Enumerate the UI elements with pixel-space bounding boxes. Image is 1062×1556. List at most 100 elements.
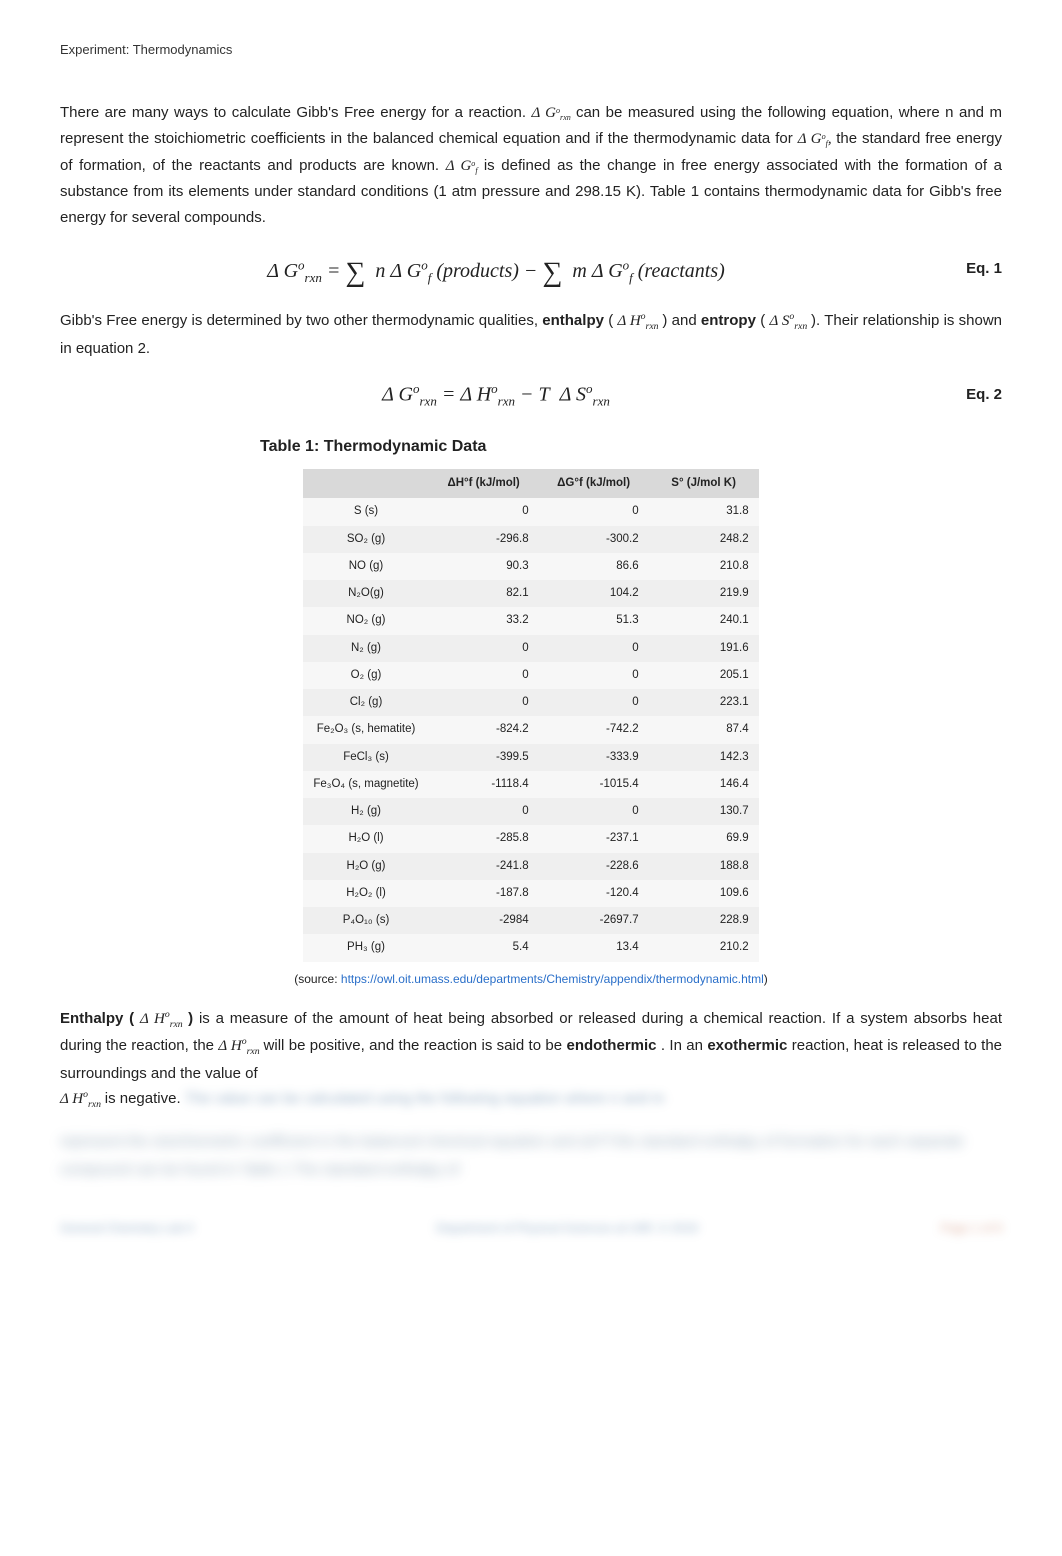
thermo-data-table: ΔH°f (kJ/mol)ΔG°f (kJ/mol)S° (J/mol K) S… <box>303 469 758 962</box>
term-endothermic: endothermic <box>566 1037 656 1054</box>
table-cell: 0 <box>539 798 649 825</box>
table-row: SO₂ (g)-296.8-300.2248.2 <box>303 526 758 553</box>
table-cell: -2697.7 <box>539 907 649 934</box>
math-dHrxn: Δ Horxn <box>617 313 662 329</box>
table-header: ΔG°f (kJ/mol) <box>539 469 649 498</box>
table-cell: 51.3 <box>539 607 649 634</box>
table-header <box>303 469 428 498</box>
table-cell: 205.1 <box>649 662 759 689</box>
table-cell: -333.9 <box>539 744 649 771</box>
table-cell: 109.6 <box>649 880 759 907</box>
text: ) <box>188 1010 199 1027</box>
table-cell: Fe₃O₄ (s, magnetite) <box>303 771 428 798</box>
source-link[interactable]: https://owl.oit.umass.edu/departments/Ch… <box>341 972 764 986</box>
table-cell: FeCl₃ (s) <box>303 744 428 771</box>
table-cell: H₂O (g) <box>303 853 428 880</box>
math-dGf-2: Δ Gof <box>446 158 484 174</box>
equation-1-label: Eq. 1 <box>932 258 1002 281</box>
table-cell: -300.2 <box>539 526 649 553</box>
table-cell: Cl₂ (g) <box>303 689 428 716</box>
table-cell: 13.4 <box>539 934 649 961</box>
table-cell: -187.8 <box>429 880 539 907</box>
text: ) <box>764 972 768 986</box>
table-title: Table 1: Thermodynamic Data <box>260 435 1002 459</box>
blurred-preview-lines: represent the stoichiometric coefficient… <box>60 1128 1002 1185</box>
equation-2-body: Δ Gorxn = Δ Horxn − T Δ Sorxn <box>382 379 610 411</box>
table-cell: 219.9 <box>649 580 759 607</box>
table-row: P₄O₁₀ (s)-2984-2697.7228.9 <box>303 907 758 934</box>
table-row: H₂ (g)00130.7 <box>303 798 758 825</box>
table-row: H₂O₂ (l)-187.8-120.4109.6 <box>303 880 758 907</box>
table-cell: 248.2 <box>649 526 759 553</box>
table-row: NO (g)90.386.6210.8 <box>303 553 758 580</box>
table-cell: -1015.4 <box>539 771 649 798</box>
table-cell: 69.9 <box>649 825 759 852</box>
term-enthalpy-2: Enthalpy ( <box>60 1010 140 1027</box>
table-cell: 90.3 <box>429 553 539 580</box>
text: Gibb's Free energy is determined by two … <box>60 312 542 329</box>
table-cell: 33.2 <box>429 607 539 634</box>
equation-1: Δ Gorxn = ∑ n Δ Gof (products) − ∑ m Δ G… <box>60 248 1002 290</box>
blurred-preview-text: The value can be calculated using the fo… <box>185 1086 664 1112</box>
paragraph-3: Enthalpy ( Δ Horxn ) is a measure of the… <box>60 1006 1002 1114</box>
math-dSrxn: Δ Sorxn <box>769 313 811 329</box>
text: . In an <box>661 1037 707 1054</box>
table-cell: 146.4 <box>649 771 759 798</box>
page-header: Experiment: Thermodynamics <box>60 40 1002 60</box>
table-row: H₂O (l)-285.8-237.169.9 <box>303 825 758 852</box>
table-cell: 130.7 <box>649 798 759 825</box>
table-row: O₂ (g)00205.1 <box>303 662 758 689</box>
table-cell: 223.1 <box>649 689 759 716</box>
table-cell: 0 <box>539 498 649 525</box>
table-cell: 0 <box>429 635 539 662</box>
table-cell: 0 <box>429 689 539 716</box>
equation-2-label: Eq. 2 <box>932 384 1002 407</box>
table-cell: 5.4 <box>429 934 539 961</box>
table-cell: -399.5 <box>429 744 539 771</box>
table-cell: -241.8 <box>429 853 539 880</box>
text: There are many ways to calculate Gibb's … <box>60 104 532 121</box>
table-row: FeCl₃ (s)-399.5-333.9142.3 <box>303 744 758 771</box>
table-cell: -296.8 <box>429 526 539 553</box>
table-cell: -228.6 <box>539 853 649 880</box>
table-cell: 0 <box>539 689 649 716</box>
equation-1-body: Δ Gorxn = ∑ n Δ Gof (products) − ∑ m Δ G… <box>267 248 725 290</box>
table-cell: -237.1 <box>539 825 649 852</box>
table-cell: 104.2 <box>539 580 649 607</box>
table-cell: PH₃ (g) <box>303 934 428 961</box>
table-row: Cl₂ (g)00223.1 <box>303 689 758 716</box>
table-cell: S (s) <box>303 498 428 525</box>
table-cell: 210.8 <box>649 553 759 580</box>
table-source: (source: https://owl.oit.umass.edu/depar… <box>60 970 1002 988</box>
table-cell: 31.8 <box>649 498 759 525</box>
table-cell: 0 <box>429 798 539 825</box>
table-row: N₂ (g)00191.6 <box>303 635 758 662</box>
table-cell: 0 <box>539 635 649 662</box>
table-cell: H₂O (l) <box>303 825 428 852</box>
text: is negative. <box>105 1090 181 1107</box>
table-cell: -824.2 <box>429 716 539 743</box>
table-cell: 82.1 <box>429 580 539 607</box>
footer-left: General Chemistry Lab II <box>60 1219 193 1237</box>
footer-right: Page 1 of 9 <box>941 1219 1002 1237</box>
table-cell: NO₂ (g) <box>303 607 428 634</box>
table-cell: SO₂ (g) <box>303 526 428 553</box>
math-dHrxn-4: Δ Horxn <box>60 1091 105 1107</box>
math-dHrxn-3: Δ Horxn <box>218 1038 263 1054</box>
text: (source: <box>294 972 341 986</box>
table-cell: NO (g) <box>303 553 428 580</box>
table-cell: H₂O₂ (l) <box>303 880 428 907</box>
math-dGrxn: Δ Gorxn <box>532 105 576 121</box>
term-exothermic: exothermic <box>707 1037 787 1054</box>
term-enthalpy: enthalpy <box>542 312 604 329</box>
table-cell: Fe₂O₃ (s, hematite) <box>303 716 428 743</box>
table-cell: 0 <box>539 662 649 689</box>
text: ) and <box>662 312 701 329</box>
table-cell: 240.1 <box>649 607 759 634</box>
table-cell: 87.4 <box>649 716 759 743</box>
table-cell: -742.2 <box>539 716 649 743</box>
paragraph-2: Gibb's Free energy is determined by two … <box>60 308 1002 361</box>
table-cell: -1118.4 <box>429 771 539 798</box>
table-cell: -285.8 <box>429 825 539 852</box>
table-row: Fe₃O₄ (s, magnetite)-1118.4-1015.4146.4 <box>303 771 758 798</box>
